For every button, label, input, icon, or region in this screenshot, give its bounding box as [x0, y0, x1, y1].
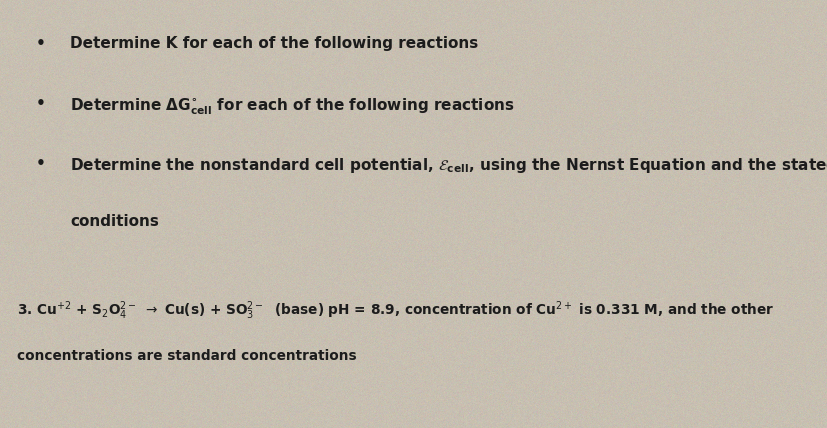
Text: Determine $\mathbf{\Delta G^{\circ}_{cell}}$ for each of the following reactions: Determine $\mathbf{\Delta G^{\circ}_{cel… [70, 96, 514, 117]
Text: conditions: conditions [70, 214, 159, 229]
Text: concentrations are standard concentrations: concentrations are standard concentratio… [17, 349, 356, 363]
Text: •: • [36, 36, 45, 51]
Text: •: • [36, 96, 45, 111]
Text: Determine K for each of the following reactions: Determine K for each of the following re… [70, 36, 478, 51]
Text: 3. Cu$^{+2}$ + S$_2$O$_4^{2-}$ $\rightarrow$ Cu(s) + SO$_3^{2-}$  (base) pH = 8.: 3. Cu$^{+2}$ + S$_2$O$_4^{2-}$ $\rightar… [17, 300, 773, 322]
Text: Determine the nonstandard cell potential, $\mathbf{\mathcal{E}_{cell}}$, using t: Determine the nonstandard cell potential… [70, 156, 827, 175]
Text: •: • [36, 156, 45, 171]
